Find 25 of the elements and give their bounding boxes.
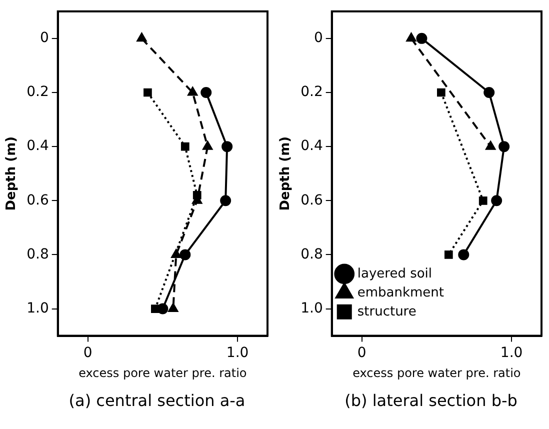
y-tick-label: 0.2 <box>300 84 323 100</box>
y-tick-label: 0.6 <box>300 192 323 208</box>
y-tick-label: 0.8 <box>26 246 49 262</box>
y-axis-title: Depth (m) <box>4 136 20 211</box>
x-axis-title: excess pore water pre. ratio <box>78 366 247 380</box>
y-tick-label: 0.2 <box>26 84 49 100</box>
text: (b) lateral section b-b <box>344 391 518 410</box>
x-tick-label: 0 <box>357 344 366 361</box>
y-axis-title: Depth (m) <box>278 136 294 211</box>
y-tick-label: 0.8 <box>300 246 323 262</box>
text: (a) central section a-a <box>68 391 246 410</box>
y-tick-label: 0 <box>314 30 323 46</box>
legend-label: structure <box>357 304 416 320</box>
x-tick-label: 1.0 <box>226 344 249 361</box>
legend-label: layered soil <box>357 266 432 282</box>
x-tick-label: 0 <box>83 344 92 361</box>
y-tick-label: 1.0 <box>26 300 49 316</box>
y-tick-label: 0 <box>40 30 49 46</box>
legend-label: embankment <box>357 285 444 300</box>
x-tick-label: 1.0 <box>500 344 523 361</box>
x-axis-title: excess pore water pre. ratio <box>352 366 521 380</box>
y-tick-label: 1.0 <box>300 300 323 316</box>
y-tick-label: 0.4 <box>26 138 49 154</box>
y-tick-label: 0.4 <box>300 138 323 154</box>
y-tick-label: 0.6 <box>26 192 49 208</box>
